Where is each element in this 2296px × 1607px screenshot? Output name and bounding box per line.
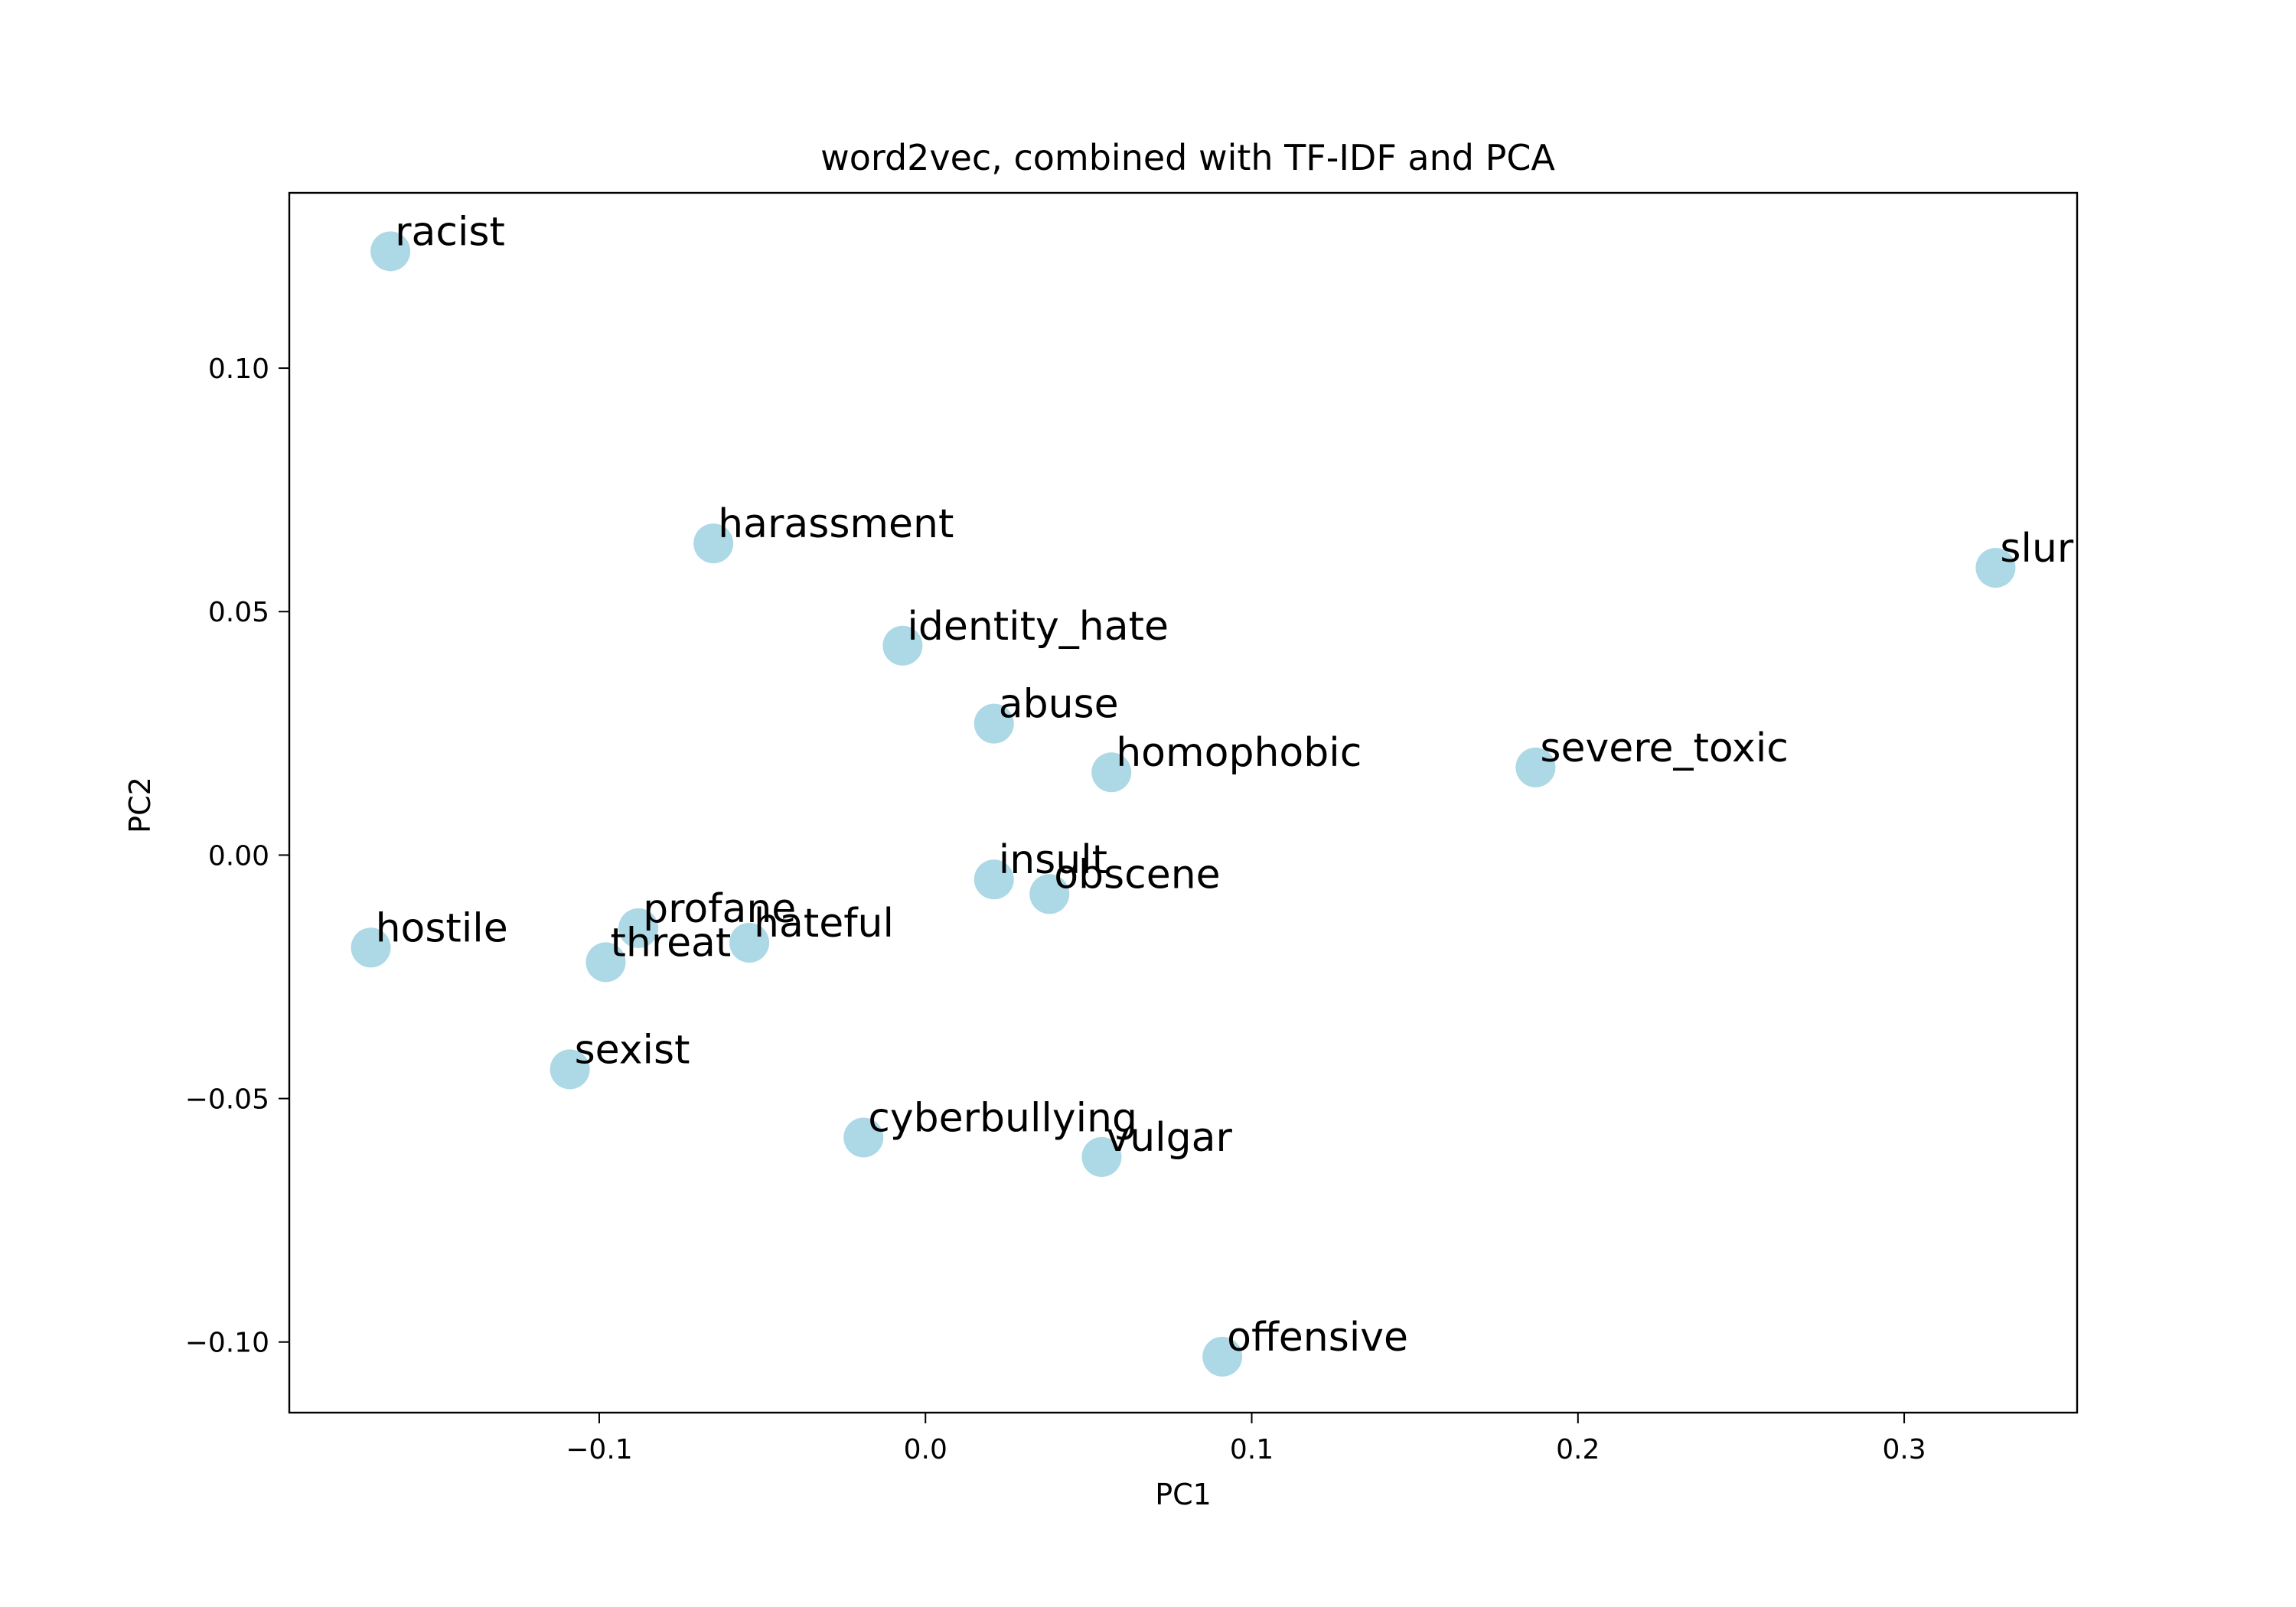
x-axis-label: PC1 (1155, 1478, 1212, 1511)
y-axis-label: PC2 (123, 777, 157, 833)
point-labels: racistharassmentsluridentity_hateabuseho… (376, 209, 2074, 1360)
point-label-racist: racist (395, 209, 505, 255)
point-harassment (693, 523, 734, 564)
axes-frame (288, 191, 2079, 1414)
point-severe_toxic (1515, 747, 1556, 787)
x-tick-label: 0.0 (904, 1434, 947, 1465)
point-label-offensive: offensive (1227, 1315, 1408, 1361)
x-tick-label: −0.1 (566, 1434, 632, 1465)
axis-ticks: −0.1 0.0 0.1 0.2 0.3 0.10 0.05 0.00 −0.05 −0.10 (185, 354, 1926, 1465)
y-tick-label: −0.05 (185, 1084, 269, 1116)
point-label-identity_hate: identity_hate (907, 604, 1169, 650)
x-tick-label: 0.3 (1882, 1434, 1926, 1465)
point-obscene (1029, 874, 1070, 914)
point-label-slur: slur (2000, 526, 2073, 572)
plot-area: racistharassmentsluridentity_hateabuseho… (351, 209, 2074, 1377)
point-offensive (1202, 1336, 1243, 1377)
point-label-hostile: hostile (376, 905, 508, 951)
point-identity_hate (882, 625, 923, 666)
point-label-insult: insult (999, 837, 1107, 883)
point-label-abuse: abuse (999, 682, 1119, 728)
point-label-severe_toxic: severe_toxic (1540, 725, 1788, 771)
point-label-hateful: hateful (754, 901, 894, 947)
point-label-cyberbullying: cyberbullying (868, 1095, 1137, 1141)
y-tick-label: 0.00 (208, 840, 269, 872)
point-hateful (729, 922, 770, 963)
point-racist (370, 231, 411, 272)
point-slur (1975, 547, 2016, 588)
x-tick-label: 0.1 (1230, 1434, 1274, 1465)
point-sexist (550, 1049, 590, 1090)
scatter-markers (351, 231, 2016, 1377)
point-hostile (351, 927, 391, 968)
y-tick-label: 0.10 (208, 354, 269, 385)
point-cyberbullying (843, 1117, 884, 1158)
y-tick-label: −0.10 (185, 1328, 269, 1359)
point-label-profane: profane (643, 886, 796, 932)
y-tick-label: 0.05 (208, 597, 269, 628)
point-homophobic (1091, 752, 1132, 793)
point-threat (585, 942, 626, 983)
point-vulgar (1081, 1136, 1122, 1177)
x-tick-label: 0.2 (1556, 1434, 1600, 1465)
point-label-vulgar: vulgar (1106, 1115, 1232, 1161)
point-label-harassment: harassment (718, 501, 954, 547)
point-insult (974, 859, 1014, 900)
point-label-sexist: sexist (575, 1027, 690, 1073)
point-label-threat: threat (610, 920, 731, 966)
point-profane (618, 908, 659, 948)
point-label-homophobic: homophobic (1116, 730, 1362, 776)
chart-title: word2vec, combined with TF-IDF and PCA (820, 137, 1555, 178)
point-label-obscene: obscene (1054, 852, 1220, 898)
point-abuse (974, 703, 1014, 744)
